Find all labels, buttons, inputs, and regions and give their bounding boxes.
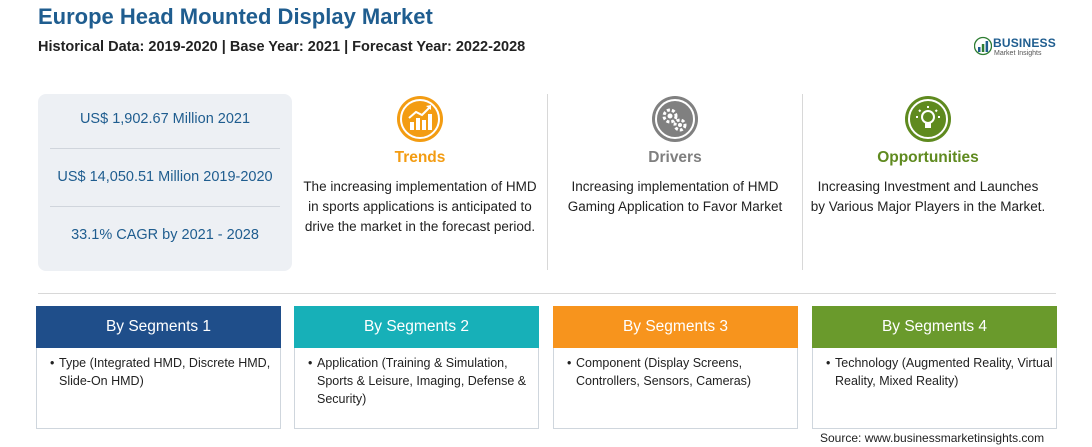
- logo-title: BUSINESS: [993, 36, 1056, 50]
- stat-divider: [50, 206, 280, 207]
- page-subtitle: Historical Data: 2019-2020 | Base Year: …: [38, 39, 526, 55]
- bullet-marker: •: [567, 356, 572, 370]
- segment-4-body: • Technology (Augmented Reality, Virtual …: [826, 354, 1054, 390]
- segment-card-1: By Segments 1 • Type (Integrated HMD, Dis…: [36, 306, 281, 429]
- source-note: Source: www.businessmarketinsights.com: [820, 431, 1045, 445]
- segment-1-text: Type (Integrated HMD, Discrete HMD, Slid…: [59, 356, 271, 388]
- brand-logo: BUSINESS Market Insights: [974, 34, 1058, 60]
- gears-icon: [652, 96, 698, 142]
- stat-cagr: 33.1% CAGR by 2021 - 2028: [71, 227, 259, 243]
- segment-2-text: Application (Training & Simulation, Spor…: [317, 356, 527, 406]
- bullet-marker: •: [826, 356, 831, 370]
- segment-card-2: By Segments 2 • Application (Training & S…: [294, 306, 539, 429]
- drivers-text: Increasing implementation of HMD Gaming …: [567, 179, 783, 214]
- trends-heading: Trends: [394, 149, 446, 166]
- stats-panel: US$ 1,902.67 Million 2021 US$ 14,050.51 …: [38, 94, 292, 271]
- segment-4-title: By Segments 4: [812, 306, 1057, 348]
- page-title: Europe Head Mounted Display Market: [38, 4, 433, 29]
- section-divider: [38, 293, 1056, 294]
- segment-3-title: By Segments 3: [553, 306, 798, 348]
- segment-3-text: Component (Display Screens, Controllers,…: [576, 356, 752, 388]
- lightbulb-icon: [905, 96, 951, 142]
- segment-2-title: By Segments 2: [294, 306, 539, 348]
- opportunities-text: Increasing Investment and Launches by Va…: [810, 179, 1046, 214]
- stat-market-size: US$ 1,902.67 Million 2021: [79, 111, 251, 127]
- column-divider: [802, 94, 803, 270]
- bar-chart-logo-icon: [974, 36, 992, 56]
- trends-text: The increasing implementation of HMD in …: [303, 179, 537, 234]
- segment-2-body: • Application (Training & Simulation, Spo…: [308, 354, 536, 408]
- segment-3-body: • Component (Display Screens, Controllers…: [567, 354, 795, 390]
- bullet-marker: •: [308, 356, 313, 370]
- stat-historical-value: US$ 14,050.51 Million 2019-2020: [57, 169, 273, 185]
- trend-chart-icon: [397, 96, 443, 142]
- segment-4-text: Technology (Augmented Reality, Virtual R…: [835, 356, 1053, 388]
- segment-1-title: By Segments 1: [36, 306, 281, 348]
- column-divider: [547, 94, 548, 270]
- segment-1-body: • Type (Integrated HMD, Discrete HMD, Sli…: [50, 354, 278, 390]
- logo-subtitle: Market Insights: [994, 50, 1042, 57]
- segment-card-4: By Segments 4 • Technology (Augmented Rea…: [812, 306, 1057, 429]
- segment-card-3: By Segments 3 • Component (Display Screen…: [553, 306, 798, 429]
- opportunities-heading: Opportunities: [877, 149, 979, 166]
- bullet-marker: •: [50, 356, 55, 370]
- drivers-heading: Drivers: [648, 149, 702, 166]
- stat-divider: [50, 148, 280, 149]
